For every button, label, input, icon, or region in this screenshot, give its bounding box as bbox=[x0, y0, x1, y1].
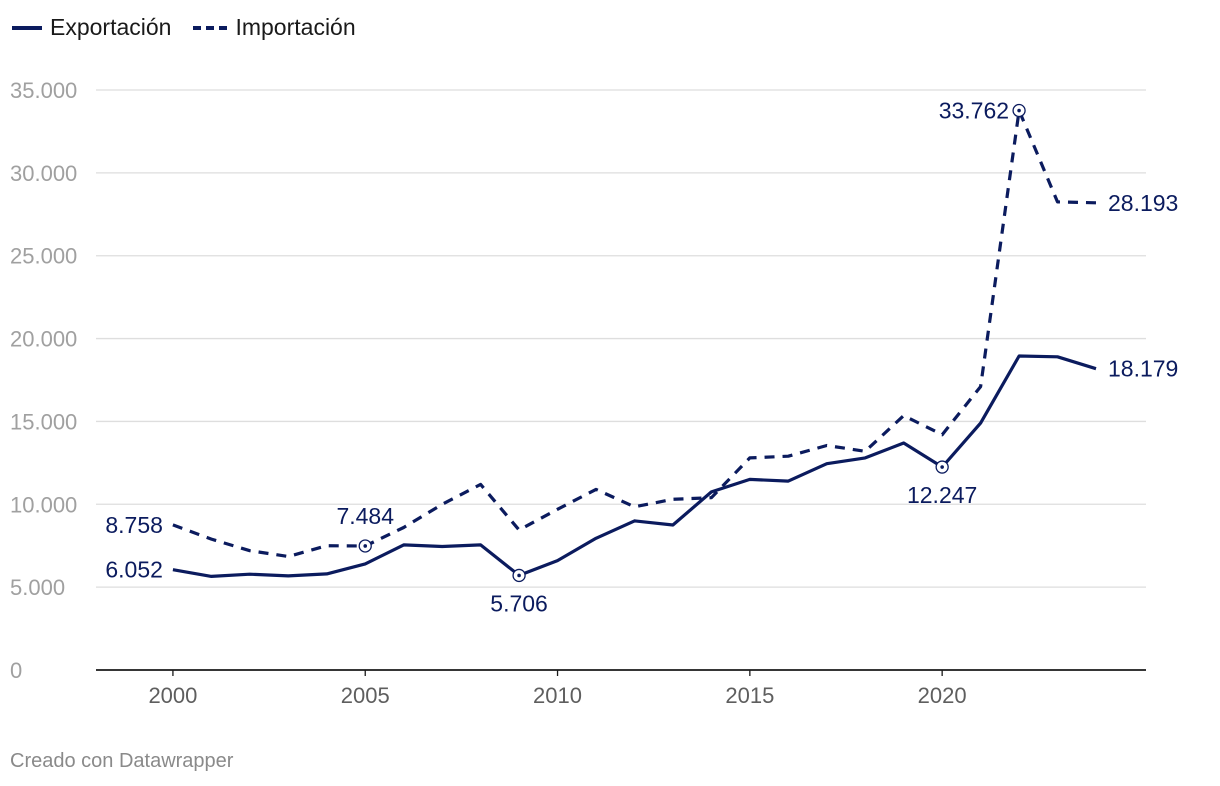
y-tick-label: 30.000 bbox=[10, 161, 77, 186]
legend-swatch-dashed bbox=[193, 25, 228, 30]
annotation-marker-dot bbox=[1017, 108, 1021, 113]
data-label: 7.484 bbox=[336, 503, 394, 529]
legend: Exportación Importación bbox=[12, 14, 356, 41]
data-label: 8.758 bbox=[105, 512, 163, 538]
x-tick-label: 2000 bbox=[148, 683, 197, 708]
legend-label-exportacion: Exportación bbox=[50, 14, 172, 40]
y-tick-label: 25.000 bbox=[10, 244, 77, 269]
series-line-importacion bbox=[172, 108, 1097, 559]
x-tick-label: 2020 bbox=[918, 683, 967, 708]
data-label: 5.706 bbox=[490, 590, 548, 616]
data-label: 33.762 bbox=[939, 98, 1009, 124]
x-tick-label: 2015 bbox=[725, 683, 774, 708]
annotation-marker-dot bbox=[517, 573, 521, 578]
y-tick-label: 20.000 bbox=[10, 327, 77, 352]
y-tick-label: 5.000 bbox=[10, 575, 65, 600]
y-tick-label: 15.000 bbox=[10, 409, 77, 434]
data-label: 6.052 bbox=[105, 557, 163, 583]
legend-swatch-solid bbox=[12, 25, 42, 30]
annotation-marker-dot bbox=[940, 465, 944, 469]
y-tick-label: 0 bbox=[10, 658, 22, 683]
legend-item-exportacion: Exportación bbox=[12, 14, 171, 41]
y-tick-label: 35.000 bbox=[10, 78, 77, 103]
legend-label-importacion: Importación bbox=[235, 14, 356, 40]
legend-item-importacion: Importación bbox=[193, 14, 356, 41]
x-tick-label: 2010 bbox=[533, 683, 582, 708]
data-label: 28.193 bbox=[1108, 190, 1178, 216]
x-tick-label: 2005 bbox=[341, 683, 390, 708]
credit-text: Creado con Datawrapper bbox=[10, 750, 234, 772]
data-label: 18.179 bbox=[1108, 356, 1178, 382]
data-label: 12.247 bbox=[907, 482, 977, 508]
y-tick-label: 10.000 bbox=[10, 492, 77, 517]
annotation-marker-dot bbox=[363, 544, 368, 548]
series-line-exportacion bbox=[172, 354, 1097, 579]
